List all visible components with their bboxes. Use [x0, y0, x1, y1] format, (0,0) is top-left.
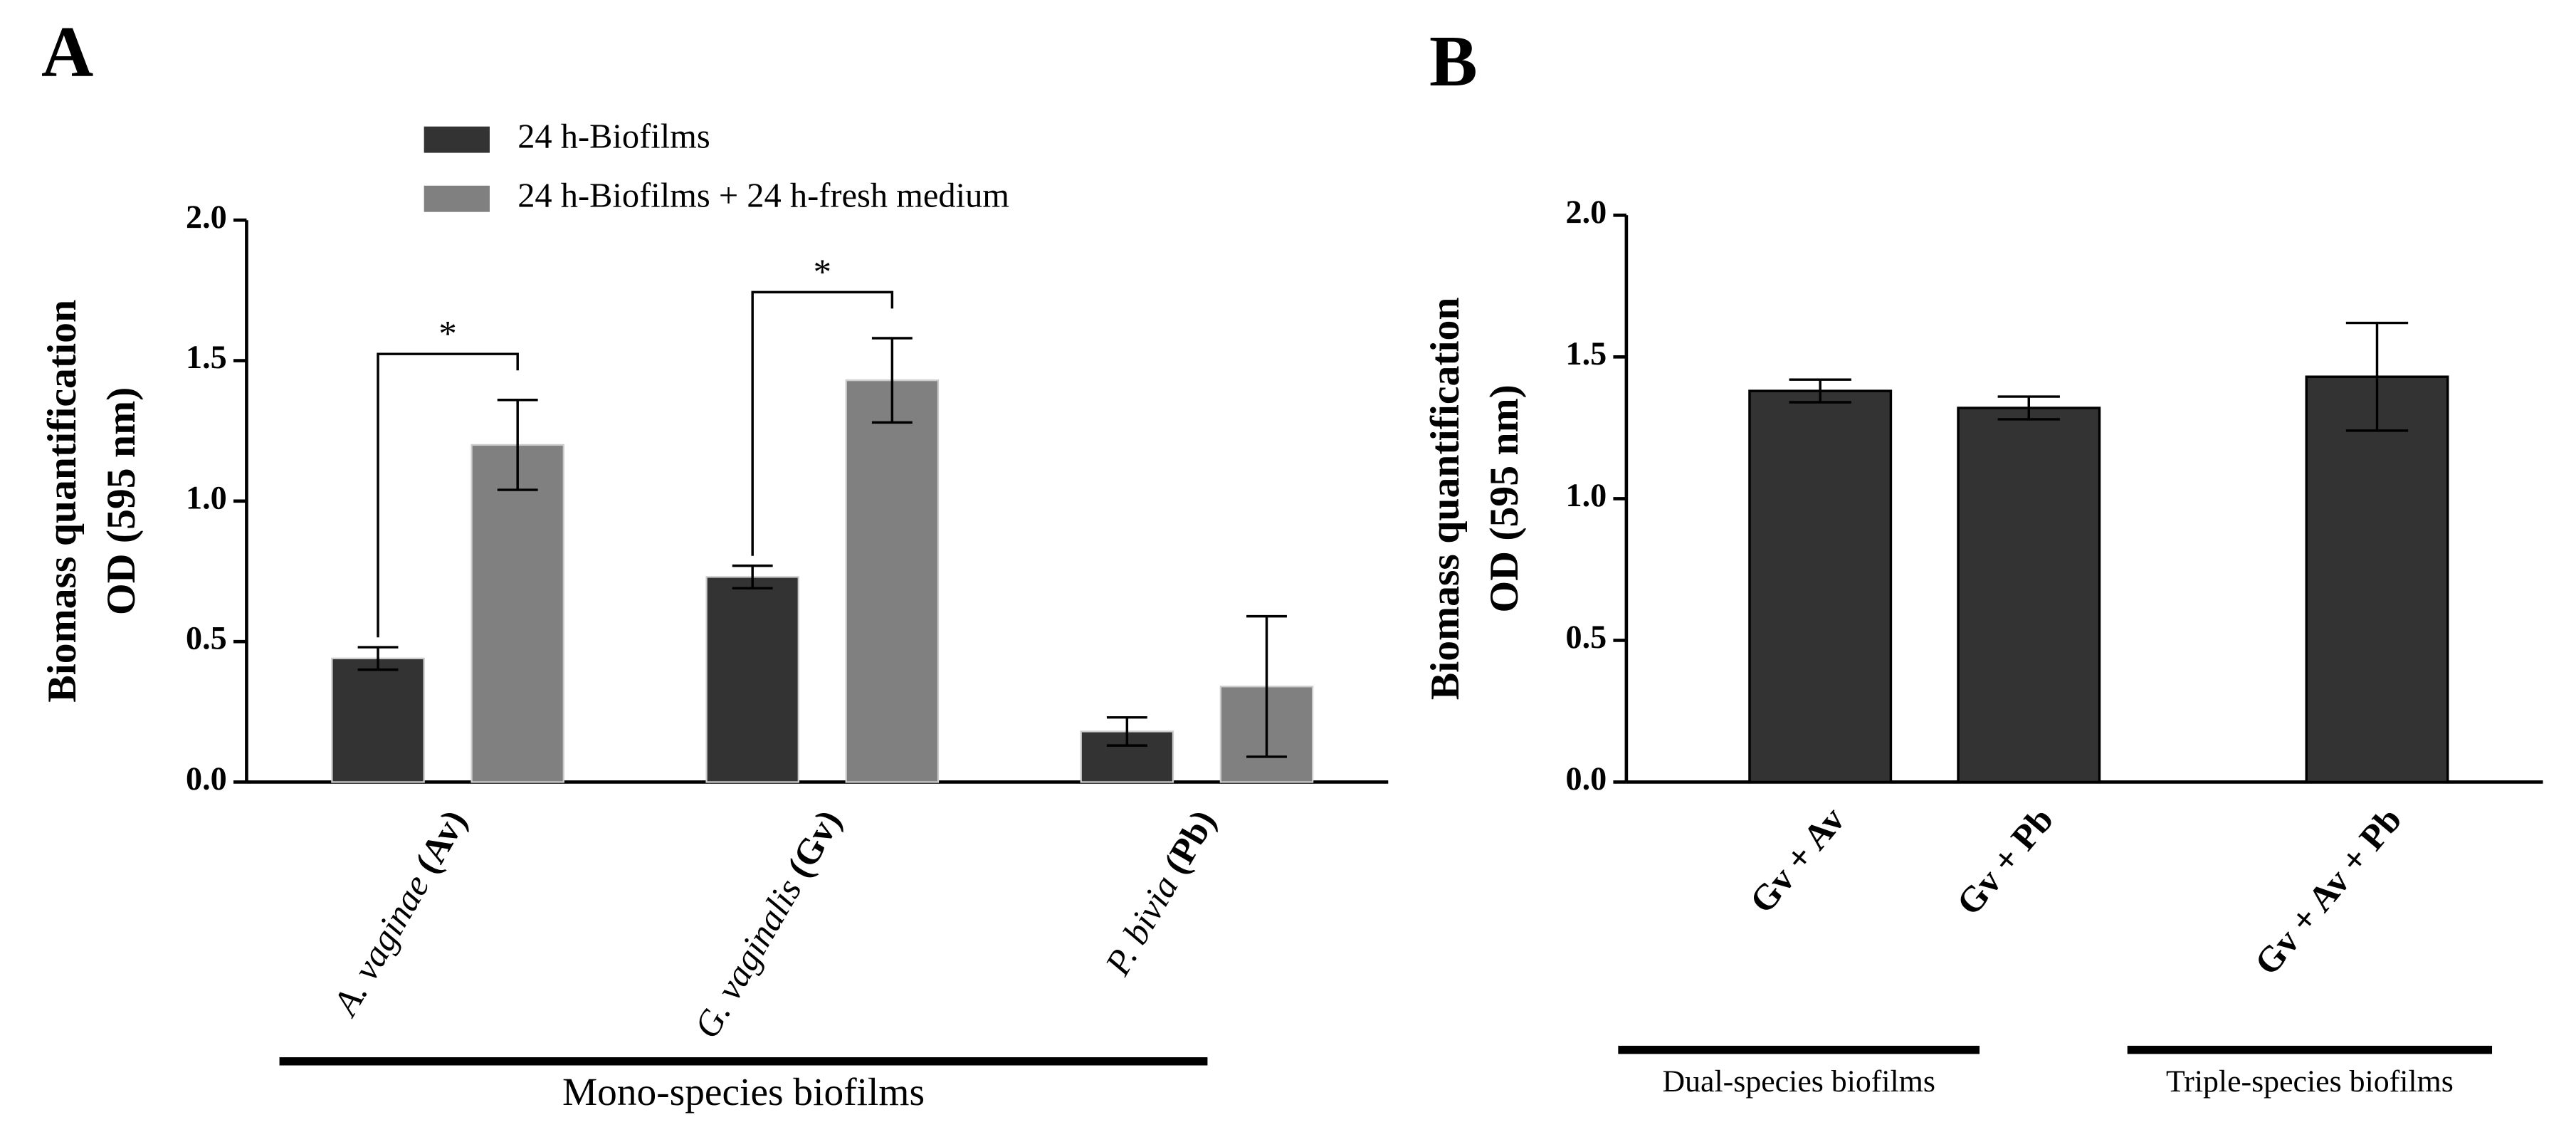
y-axis-label: OD (595 nm): [99, 387, 144, 615]
significance-label: *: [814, 252, 831, 292]
bar: [1748, 389, 1893, 784]
bar: [470, 444, 564, 783]
y-axis-label: OD (595 nm): [1482, 384, 1527, 612]
x-tick-label: Gv + Av + Pb: [2246, 800, 2409, 982]
y-tick-label: 1.0: [186, 479, 227, 515]
panel-label: B: [1429, 21, 1478, 101]
y-tick-label: 1.5: [1566, 335, 1607, 372]
y-tick-label: 0.0: [1566, 760, 1607, 797]
significance-bracket: [751, 290, 894, 556]
legend-label: 24 h-Biofilms: [517, 117, 710, 155]
y-tick-label: 2.0: [1566, 194, 1607, 230]
y-tick-label: 0.5: [186, 620, 227, 656]
significance-label: *: [438, 314, 456, 354]
group-label: Triple-species biofilms: [2166, 1064, 2454, 1099]
error-bar: [497, 399, 538, 491]
legend-swatch: [424, 126, 490, 153]
x-tick-label: Gv + Av: [1742, 800, 1853, 921]
bar: [705, 576, 799, 783]
group-label: Mono-species biofilms: [562, 1070, 925, 1113]
bar: [331, 657, 425, 783]
x-tick-label: A. vaginae (Av): [324, 803, 474, 1023]
error-bar: [2345, 321, 2409, 432]
y-axis-label: Biomass quantification: [40, 300, 85, 703]
bar: [1957, 407, 2101, 784]
error-bar: [1997, 395, 2060, 421]
x-tick-label: Gv + Pb: [1949, 800, 2061, 923]
error-bar: [871, 337, 913, 424]
error-bar: [1246, 614, 1287, 758]
x-tick-label: P. bivia (Pb): [1097, 803, 1224, 982]
group-label: Dual-species biofilms: [1662, 1064, 1935, 1099]
bar: [2305, 375, 2449, 784]
panel-label: A: [41, 11, 93, 91]
error-bar: [732, 564, 773, 589]
y-tick-label: 0.0: [186, 760, 227, 797]
y-axis-label: Biomass quantification: [1423, 298, 1468, 701]
y-tick-label: 1.0: [1566, 477, 1607, 513]
significance-bracket: [377, 352, 519, 638]
y-tick-label: 1.5: [186, 339, 227, 375]
y-tick-label: 2.0: [186, 199, 227, 235]
x-tick-label: G. vaginalis (Gv): [686, 803, 848, 1044]
legend-swatch: [424, 185, 490, 212]
y-tick-label: 0.5: [1566, 619, 1607, 655]
legend-label: 24 h-Biofilms + 24 h-fresh medium: [517, 177, 1009, 214]
bar: [845, 379, 940, 783]
error-bar: [1106, 716, 1147, 747]
error-bar: [1789, 378, 1851, 404]
error-bar: [357, 646, 399, 671]
